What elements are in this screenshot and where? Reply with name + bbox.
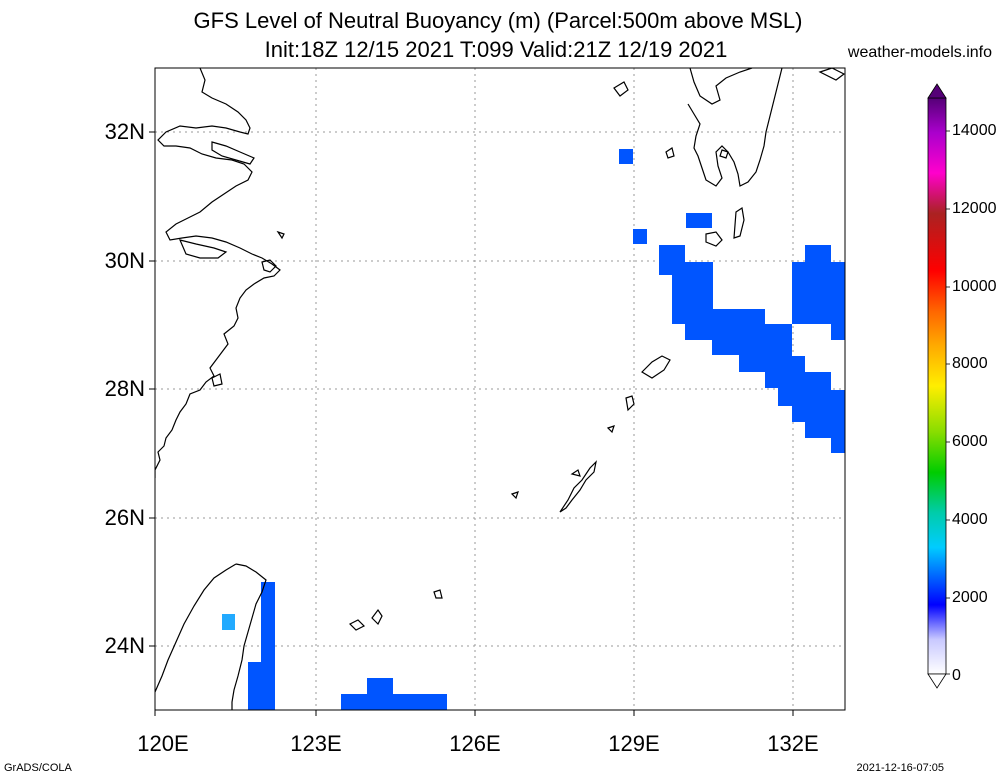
taiwan-coast bbox=[155, 563, 267, 710]
field-cell bbox=[831, 420, 845, 453]
yaku-island bbox=[705, 231, 723, 247]
colorbar-label: 10000 bbox=[952, 278, 997, 295]
ryukyu-okinawa bbox=[559, 460, 597, 513]
lon-label-129e: 129E bbox=[608, 731, 660, 756]
lon-label-126e: 126E bbox=[449, 731, 501, 756]
ryukyu-island bbox=[606, 425, 615, 434]
map-title: GFS Level of Neutral Buoyancy (m) (Parce… bbox=[193, 8, 803, 33]
site-credit: weather-models.info bbox=[847, 44, 992, 61]
hangzhou-bay bbox=[178, 239, 228, 259]
lon-label-132e: 132E bbox=[767, 731, 819, 756]
colorbar-bottom-arrow bbox=[927, 673, 947, 689]
colorbar-label: 2000 bbox=[952, 589, 988, 606]
lat-label-24n: 24N bbox=[104, 633, 145, 658]
yaeyama-island bbox=[348, 619, 366, 631]
ryukyu-island bbox=[510, 491, 519, 500]
goto-island bbox=[613, 81, 629, 97]
lnb-field bbox=[222, 149, 845, 710]
kyushu-island bbox=[719, 149, 729, 159]
field-cell bbox=[222, 614, 235, 630]
software-credit: GrADS/COLA bbox=[4, 762, 72, 774]
lat-label-30n: 30N bbox=[104, 248, 145, 273]
field-cell bbox=[619, 149, 633, 164]
miyako-island bbox=[433, 589, 443, 599]
colorbar-label: 6000 bbox=[952, 433, 988, 450]
colorbar bbox=[927, 83, 950, 689]
colorbar-label: 12000 bbox=[952, 200, 997, 217]
colorbar-label: 8000 bbox=[952, 355, 988, 372]
coastal-island bbox=[276, 230, 285, 240]
colorbar-label: 14000 bbox=[952, 122, 997, 139]
field-cell bbox=[633, 229, 647, 244]
miyako-island bbox=[371, 608, 383, 626]
gridlines bbox=[155, 68, 845, 710]
colorbar-label: 0 bbox=[952, 667, 961, 684]
colorbar-scale bbox=[927, 97, 947, 675]
yangtze-island bbox=[211, 141, 255, 165]
colorbar-top-arrow bbox=[927, 83, 947, 99]
tanegashima bbox=[733, 206, 745, 239]
goto-island bbox=[665, 147, 675, 159]
coastal-island bbox=[211, 373, 223, 387]
field-cell bbox=[248, 662, 275, 710]
field-cell bbox=[686, 213, 712, 228]
tokunoshima bbox=[641, 355, 671, 379]
coastlines bbox=[155, 68, 845, 710]
goto-island bbox=[818, 68, 845, 81]
lat-label-28n: 28N bbox=[104, 376, 145, 401]
zhoushan-island bbox=[261, 259, 277, 273]
lat-label-26n: 26N bbox=[104, 505, 145, 530]
kyushu-coast bbox=[687, 68, 783, 187]
field-cell bbox=[831, 309, 845, 340]
china-coast bbox=[155, 68, 281, 478]
lat-label-32n: 32N bbox=[104, 119, 145, 144]
lon-label-123e: 123E bbox=[290, 731, 342, 756]
axis-ticks bbox=[149, 131, 794, 716]
field-cell bbox=[367, 678, 393, 694]
timestamp: 2021-12-16-07:05 bbox=[856, 762, 944, 774]
field-cell bbox=[341, 694, 447, 710]
ryukyu-island bbox=[570, 469, 581, 477]
map-subtitle: Init:18Z 12/15 2021 T:099 Valid:21Z 12/1… bbox=[264, 37, 728, 62]
colorbar-label: 4000 bbox=[952, 511, 988, 528]
lon-label-120e: 120E bbox=[137, 731, 189, 756]
amami-island bbox=[625, 395, 635, 412]
